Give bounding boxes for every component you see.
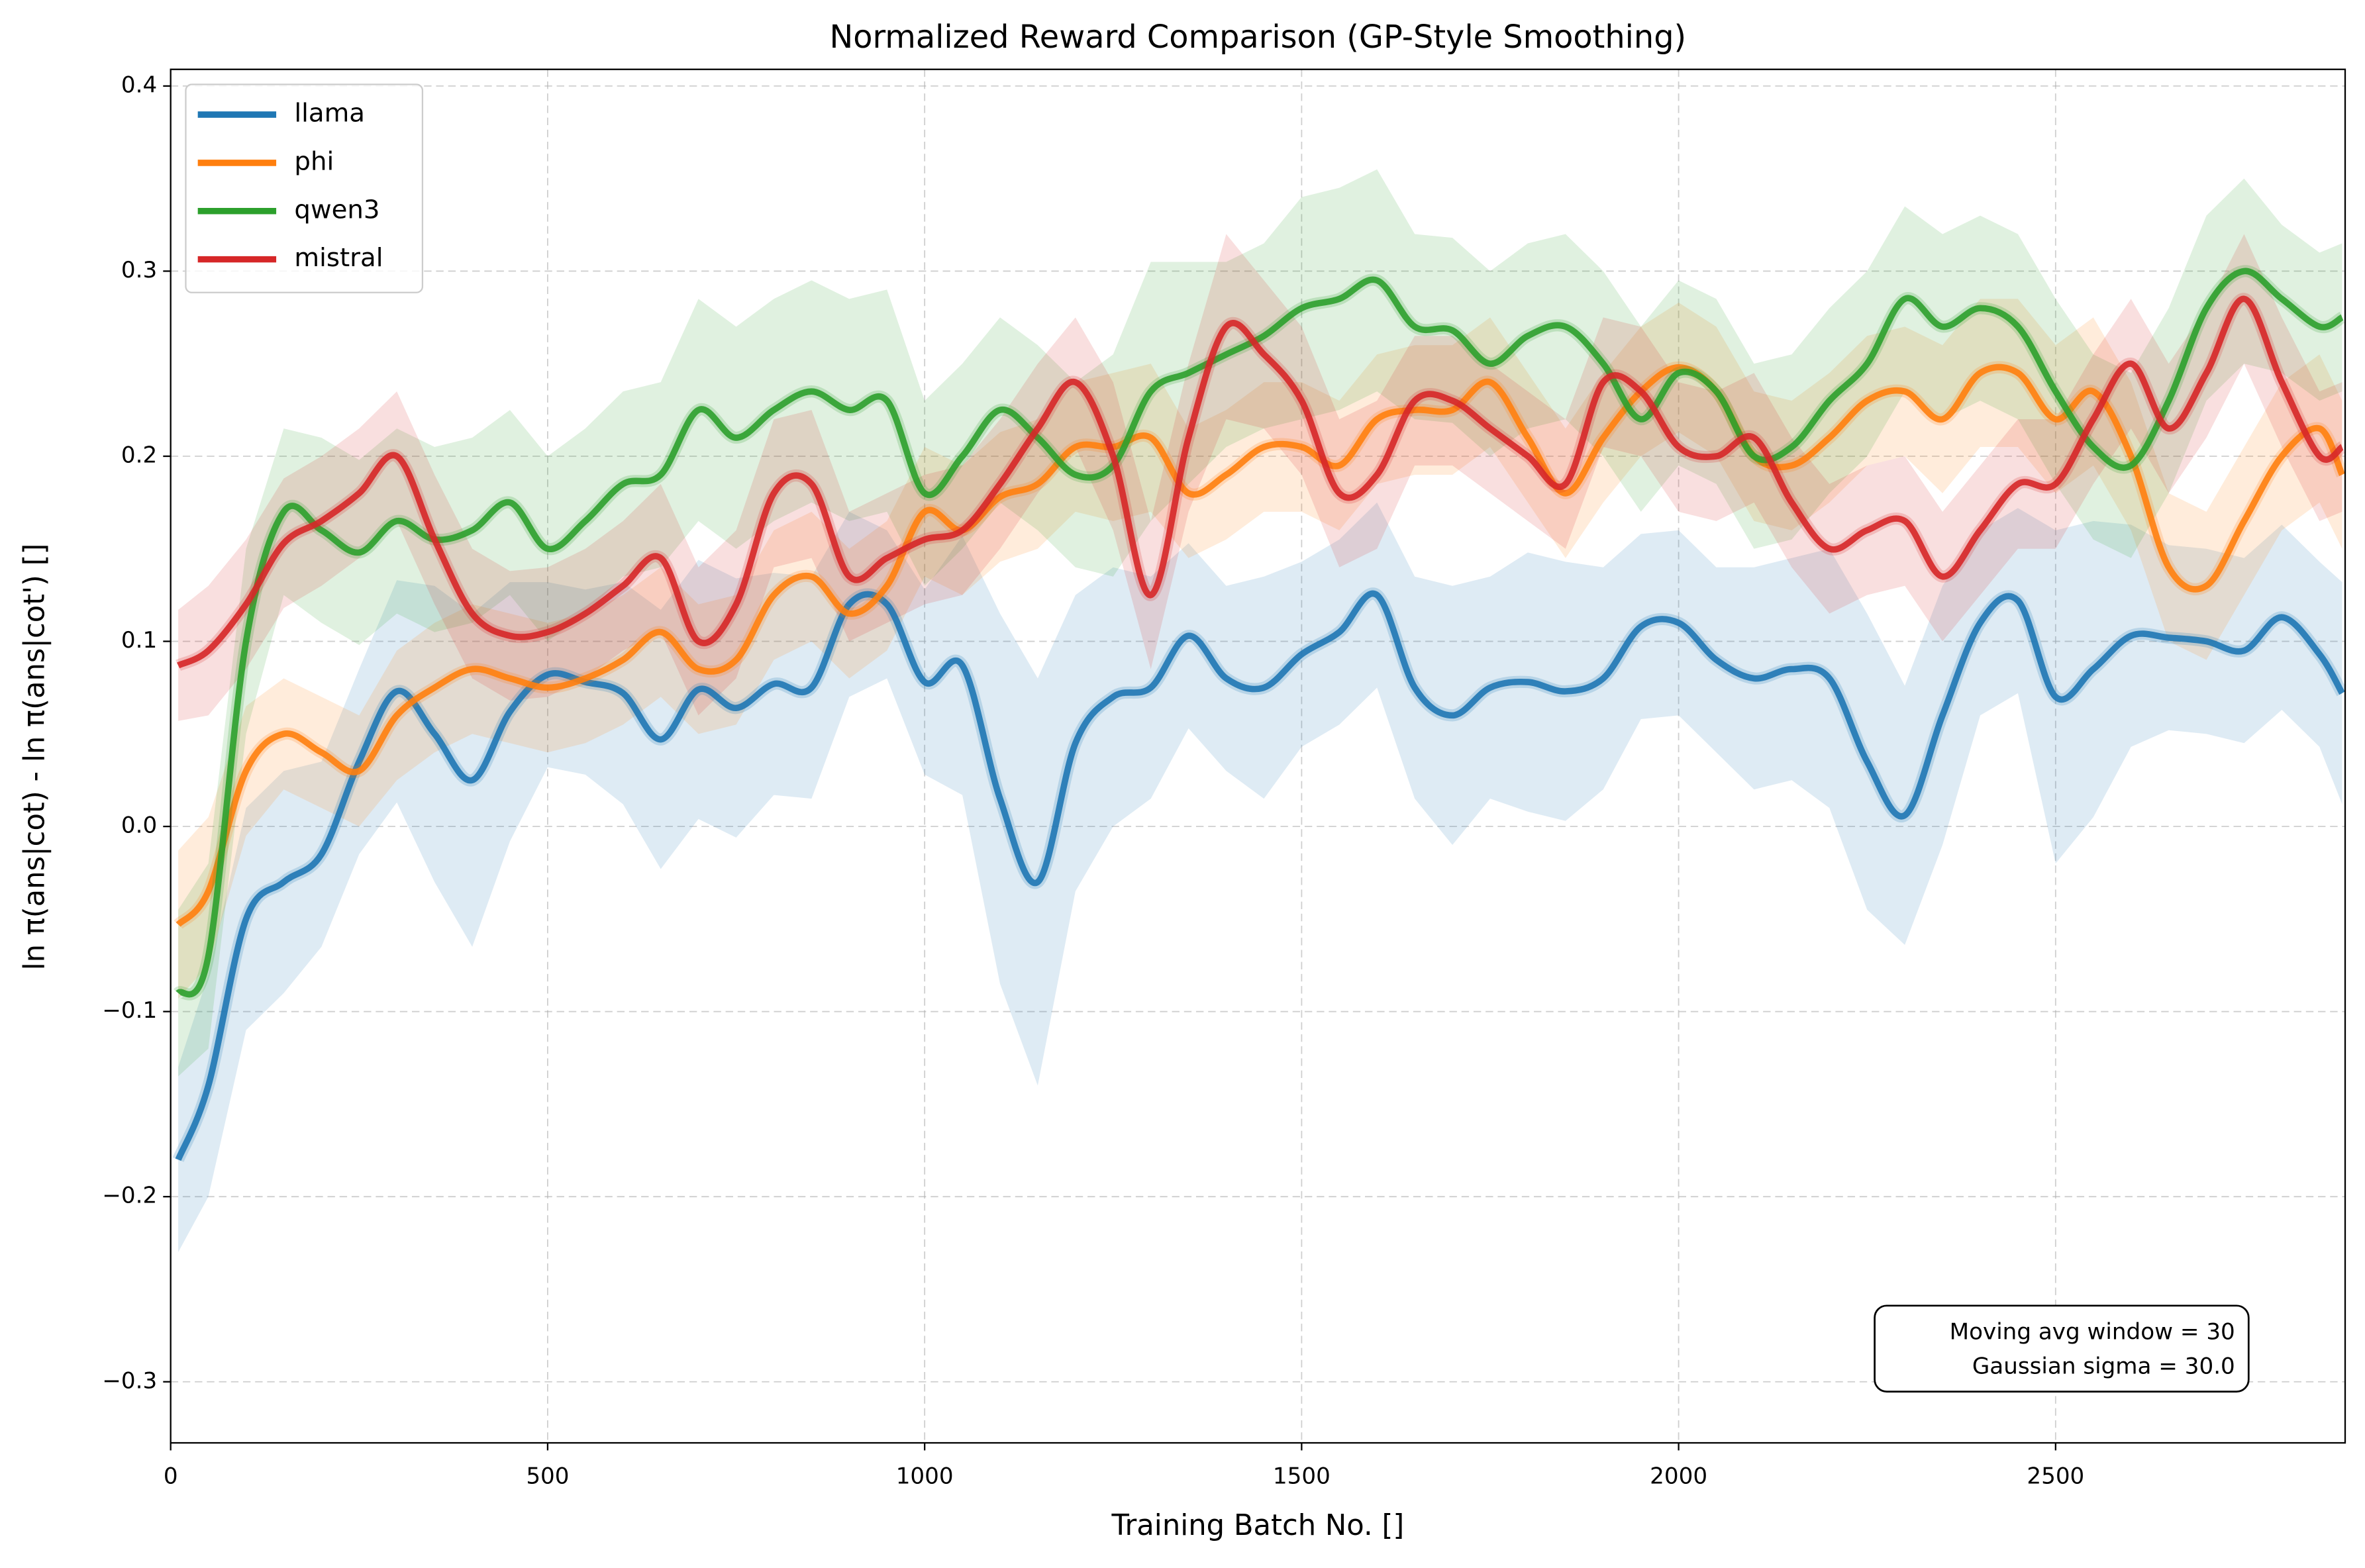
x-axis-label: Training Batch No. [] [1111, 1509, 1404, 1542]
y-tick-label: 0.0 [121, 812, 157, 839]
confidence-band [178, 299, 2342, 999]
confidence-band [178, 234, 2342, 721]
lines [172, 265, 2346, 1162]
bands [178, 169, 2342, 1253]
series-line [176, 364, 2345, 927]
y-tick-label: −0.3 [102, 1367, 157, 1394]
y-tick-label: 0.3 [121, 257, 157, 283]
plot-frame [170, 68, 2346, 1444]
series-line [175, 590, 2345, 1161]
legend-label: mistral [294, 243, 383, 273]
annotation: Gaussian sigma = 30.0 [1972, 1353, 2235, 1380]
y-tick-label: 0.1 [121, 627, 157, 654]
x-tick-label: 500 [526, 1463, 569, 1489]
y-axis-label: ln π(ans|cot) - ln π(ans|cot') [] [19, 544, 52, 971]
x-tick-label: 1500 [1273, 1463, 1331, 1489]
confidence-band [178, 169, 2342, 1077]
y-tick-label: −0.1 [102, 997, 157, 1024]
x-tick-label: 1000 [896, 1463, 954, 1489]
series-line [176, 295, 2344, 669]
legend-box [185, 83, 424, 293]
y-tick-label: 0.2 [121, 442, 157, 469]
legend-label: phi [294, 146, 334, 176]
x-tick-label: 2500 [2027, 1463, 2084, 1489]
legend-label: llama [294, 99, 365, 128]
chart-title: Normalized Reward Comparison (GP-Style S… [829, 19, 1686, 56]
annotation-box [1874, 1304, 2250, 1393]
y-tick-label: −0.2 [102, 1183, 157, 1209]
x-tick-label: 0 [164, 1463, 178, 1489]
confidence-band [178, 502, 2342, 1253]
x-tick-label: 2000 [1650, 1463, 1707, 1489]
legend-label: qwen3 [294, 195, 379, 224]
series-line [176, 268, 2344, 998]
y-tick-label: 0.4 [121, 72, 157, 98]
annotation: Moving avg window = 30 [1950, 1318, 2235, 1345]
